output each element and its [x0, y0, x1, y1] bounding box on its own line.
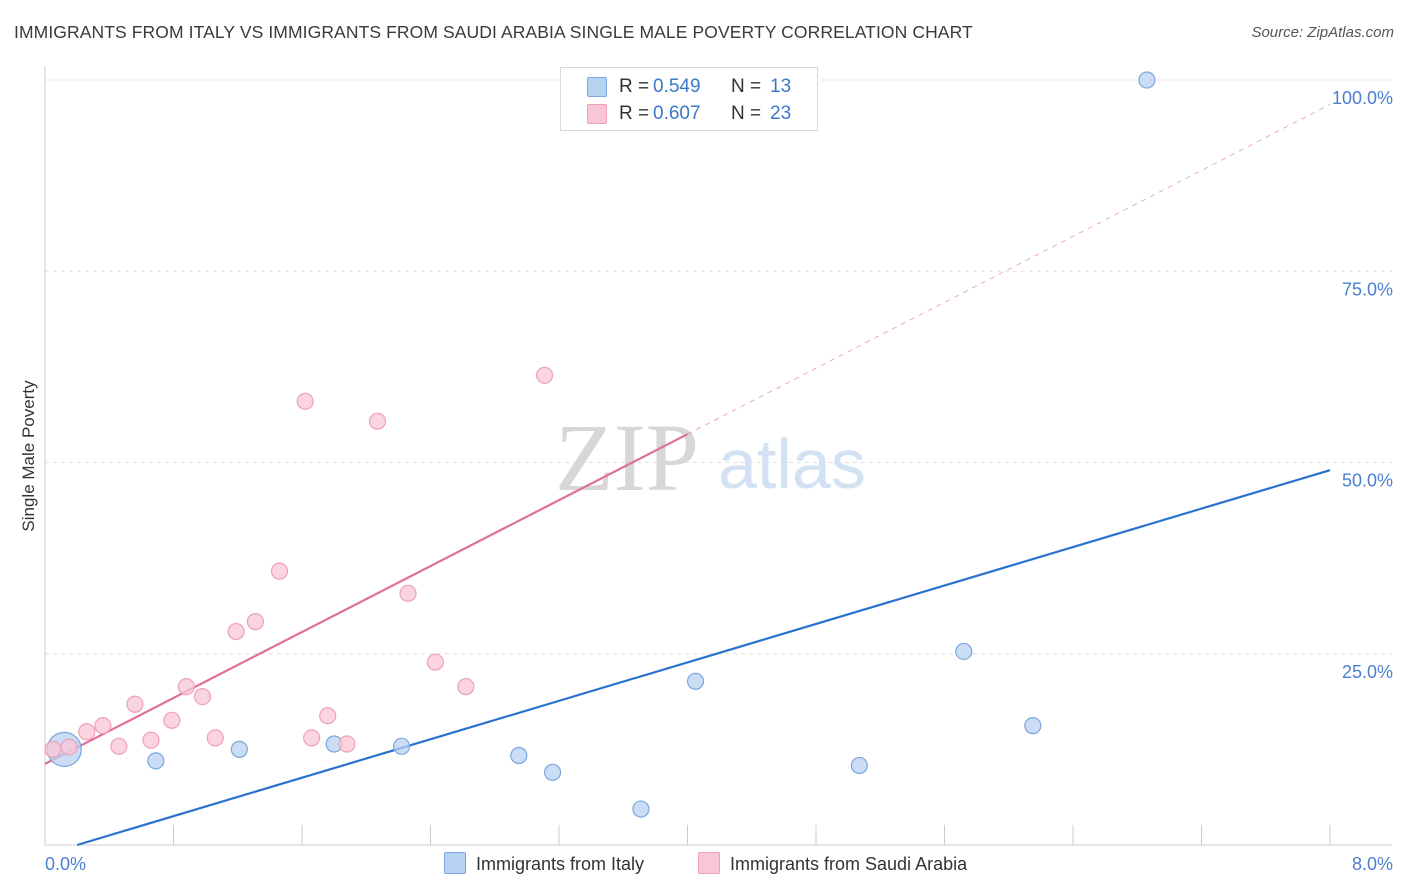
- legend-swatch-italy: [587, 77, 607, 97]
- point-saudi: [368, 412, 387, 430]
- watermark-atlas: atlas: [718, 425, 866, 503]
- point-saudi: [60, 738, 78, 756]
- point-saudi: [399, 584, 417, 602]
- bottom-legend-swatch-saudi: [698, 852, 720, 874]
- point-italy: [230, 740, 248, 758]
- trend-line-saudi: [44, 433, 689, 765]
- source-label: Source: ZipAtlas.com: [1251, 24, 1394, 41]
- point-italy: [955, 642, 973, 661]
- point-saudi: [78, 723, 96, 741]
- legend-r-value: 0.607: [653, 103, 701, 124]
- y-tick-label: 50.0%: [1342, 471, 1393, 491]
- point-saudi: [457, 678, 475, 696]
- grid-lines: [45, 79, 1392, 655]
- point-italy: [1138, 71, 1156, 89]
- point-saudi: [319, 707, 337, 725]
- legend-n-value: 23: [770, 103, 792, 124]
- trend-lines: [44, 104, 1331, 847]
- bottom-legend-italy: Immigrants from Italy: [444, 852, 644, 875]
- x-tick-label: 8.0%: [1352, 854, 1393, 874]
- x-tick-labels: 0.0% 8.0%: [45, 854, 1393, 874]
- point-saudi: [227, 622, 245, 641]
- point-saudi: [426, 653, 444, 671]
- point-saudi: [303, 729, 321, 747]
- point-saudi: [94, 717, 112, 735]
- point-saudi: [338, 735, 356, 753]
- point-italy: [543, 763, 562, 781]
- legend-r-value: 0.549: [653, 76, 701, 97]
- point-saudi: [193, 687, 212, 706]
- y-tick-label: 25.0%: [1342, 662, 1393, 682]
- watermark-zip: ZIP: [555, 404, 699, 511]
- point-italy: [510, 746, 528, 765]
- watermark: ZIP atlas: [555, 404, 866, 511]
- point-italy: [686, 672, 705, 690]
- legend-n-value: 13: [770, 76, 792, 97]
- point-saudi: [246, 613, 265, 631]
- point-saudi: [142, 731, 160, 749]
- bottom-legend-label-italy: Immigrants from Italy: [476, 854, 645, 874]
- point-saudi: [126, 695, 144, 713]
- y-axis-label: Single Male Poverty: [19, 380, 38, 532]
- trend-line-italy: [76, 469, 1331, 847]
- legend-swatch-saudi: [587, 104, 607, 124]
- y-tick-label: 75.0%: [1342, 279, 1393, 299]
- y-tick-label: 100.0%: [1332, 88, 1393, 108]
- point-saudi: [163, 711, 181, 729]
- point-italy: [632, 800, 650, 818]
- chart-title: IMMIGRANTS FROM ITALY VS IMMIGRANTS FROM…: [14, 22, 973, 42]
- point-saudi: [44, 740, 62, 758]
- point-saudi: [177, 678, 195, 696]
- bottom-legend-saudi: Immigrants from Saudi Arabia: [698, 852, 967, 875]
- bottom-legend-swatch-italy: [444, 852, 466, 874]
- point-italy: [392, 737, 411, 755]
- point-italy: [147, 752, 165, 770]
- bottom-legend-label-saudi: Immigrants from Saudi Arabia: [730, 854, 968, 874]
- legend-n-label: N =: [731, 76, 762, 97]
- point-italy: [850, 756, 868, 775]
- legend-r-label: R =: [619, 76, 650, 97]
- y-tick-labels: 25.0% 50.0% 75.0% 100.0%: [1332, 88, 1393, 682]
- point-saudi: [296, 392, 314, 410]
- point-saudi: [270, 562, 289, 580]
- data-points: [44, 71, 1156, 818]
- point-saudi: [206, 729, 224, 747]
- point-italy: [1024, 717, 1042, 735]
- trend-line-saudi-extension: [687, 104, 1331, 435]
- point-saudi: [110, 737, 128, 755]
- correlation-legend: R = 0.549 N = 13 R = 0.607 N = 23: [560, 67, 818, 131]
- x-tick-label: 0.0%: [45, 854, 86, 874]
- point-saudi: [535, 366, 554, 384]
- legend-r-label: R =: [619, 103, 650, 124]
- axes: [44, 66, 1392, 846]
- legend-n-label: N =: [731, 103, 762, 124]
